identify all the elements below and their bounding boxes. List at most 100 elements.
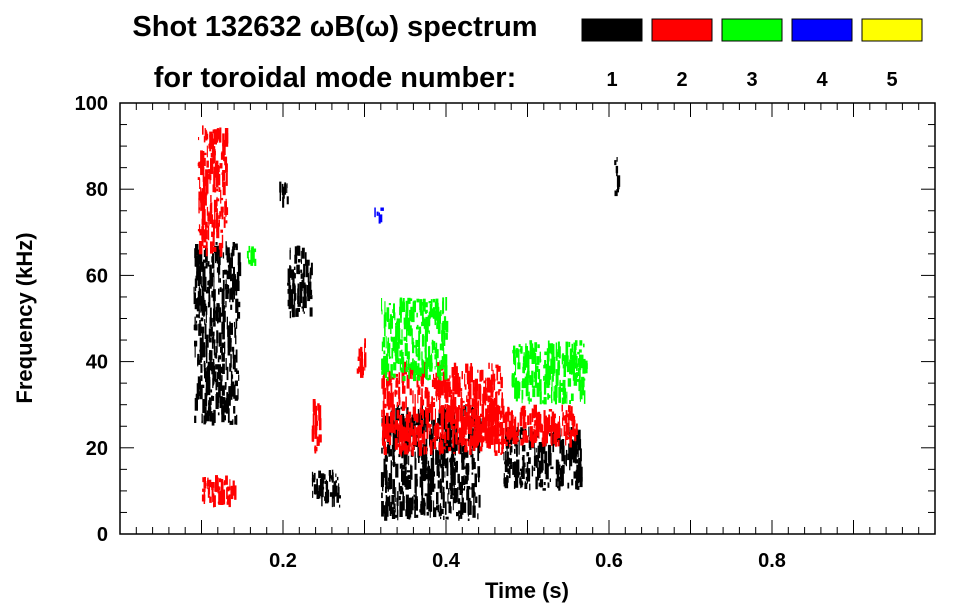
spectrum-point [489, 383, 492, 393]
spectrum-point [501, 411, 503, 419]
spectrum-point [210, 169, 213, 175]
spectrum-point [213, 371, 217, 382]
spectrum-point [392, 429, 396, 445]
spectrum-point [393, 362, 397, 371]
spectrum-point [428, 301, 432, 304]
spectrum-point [235, 284, 238, 296]
spectrum-point [289, 250, 291, 260]
spectrum-point [494, 420, 497, 431]
spectrum-point [438, 397, 440, 400]
spectrum-point [469, 439, 472, 455]
spectrum-point [577, 486, 580, 490]
spectrum-point [416, 363, 418, 376]
spectrum-point [486, 428, 490, 437]
spectrum-point [503, 438, 507, 444]
spectrum-point [441, 332, 443, 345]
spectrum-point [563, 364, 566, 377]
spectrum-point [436, 393, 439, 397]
spectrum-point [206, 410, 210, 414]
spectrum-point [387, 427, 389, 437]
series-3-region-0 [381, 297, 449, 382]
spectrum-point [297, 259, 301, 263]
spectrum-point [529, 340, 533, 345]
spectrum-point [226, 245, 228, 249]
spectrum-point [426, 357, 429, 369]
spectrum-point [338, 486, 340, 496]
spectrum-point [531, 356, 535, 364]
x-axis-title: Time (s) [485, 578, 569, 603]
spectrum-point [442, 345, 444, 351]
spectrum-point [211, 413, 215, 426]
spectrum-point [468, 432, 472, 439]
spectrum-point [225, 358, 227, 371]
spectrum-point [234, 485, 237, 500]
spectrum-point [423, 318, 427, 329]
spectrum-point [205, 262, 208, 269]
spectrum-point [407, 446, 410, 451]
spectrum-point [386, 376, 389, 381]
spectrum-point [573, 372, 578, 386]
series-4-region-0 [374, 207, 384, 224]
spectrum-point [208, 169, 211, 174]
spectrum-point [467, 498, 469, 514]
spectrum-point [218, 288, 220, 295]
spectrum-point [443, 515, 445, 520]
spectrum-point [478, 467, 480, 483]
spectrum-point [431, 401, 436, 407]
spectrum-point [303, 311, 305, 314]
spectrum-point [438, 426, 442, 430]
spectrum-point [232, 242, 235, 248]
spectrum-point [462, 497, 464, 509]
spectrum-point [199, 178, 201, 189]
spectrum-point [429, 303, 433, 314]
spectrum-point [526, 350, 530, 364]
spectrum-point [543, 397, 547, 405]
spectrum-point [204, 323, 207, 340]
spectrum-point [467, 398, 471, 414]
spectrum-point [210, 358, 212, 372]
spectrum-point [507, 468, 511, 474]
spectrum-point [220, 197, 224, 201]
spectrum-point [230, 274, 233, 282]
spectrum-point [414, 361, 417, 367]
spectrum-point [396, 341, 400, 349]
spectrum-point [441, 424, 444, 439]
spectrum-point [203, 276, 207, 292]
spectrum-point [314, 490, 317, 495]
spectrum-point [321, 495, 323, 507]
spectrum-point [477, 369, 479, 373]
spectrum-point [215, 173, 219, 188]
spectrum-point [467, 415, 471, 432]
spectrum-point [391, 376, 395, 380]
y-tick-label: 0 [97, 524, 108, 546]
spectrum-point [252, 248, 257, 253]
spectrum-point [200, 375, 203, 382]
spectrum-point [222, 317, 224, 323]
spectrum-point [451, 446, 455, 463]
spectrum-point [470, 404, 472, 412]
spectrum-point [501, 392, 503, 400]
spectrum-point [412, 429, 416, 446]
spectrum-point [504, 412, 508, 428]
spectrum-point [212, 185, 215, 193]
spectrum-point [230, 252, 234, 257]
spectrum-point [496, 365, 499, 381]
spectrum-point [529, 351, 533, 360]
spectrum-point [198, 286, 200, 301]
spectrum-point [517, 437, 519, 442]
spectrum-point [219, 127, 222, 143]
spectrum-point [403, 324, 407, 330]
spectrum-point [217, 357, 220, 363]
spectrum-point [536, 365, 539, 372]
spectrum-point [455, 406, 457, 414]
spectrum-point [208, 479, 211, 495]
spectrum-point [431, 396, 433, 405]
spectrum-point [467, 431, 470, 434]
spectrum-point [529, 483, 531, 491]
spectrum-point [218, 355, 222, 360]
spectrum-point [320, 486, 325, 490]
spectrum-point [291, 269, 294, 280]
spectrum-point [504, 459, 508, 473]
spectrum-point [529, 413, 532, 425]
spectrum-point [583, 343, 585, 348]
